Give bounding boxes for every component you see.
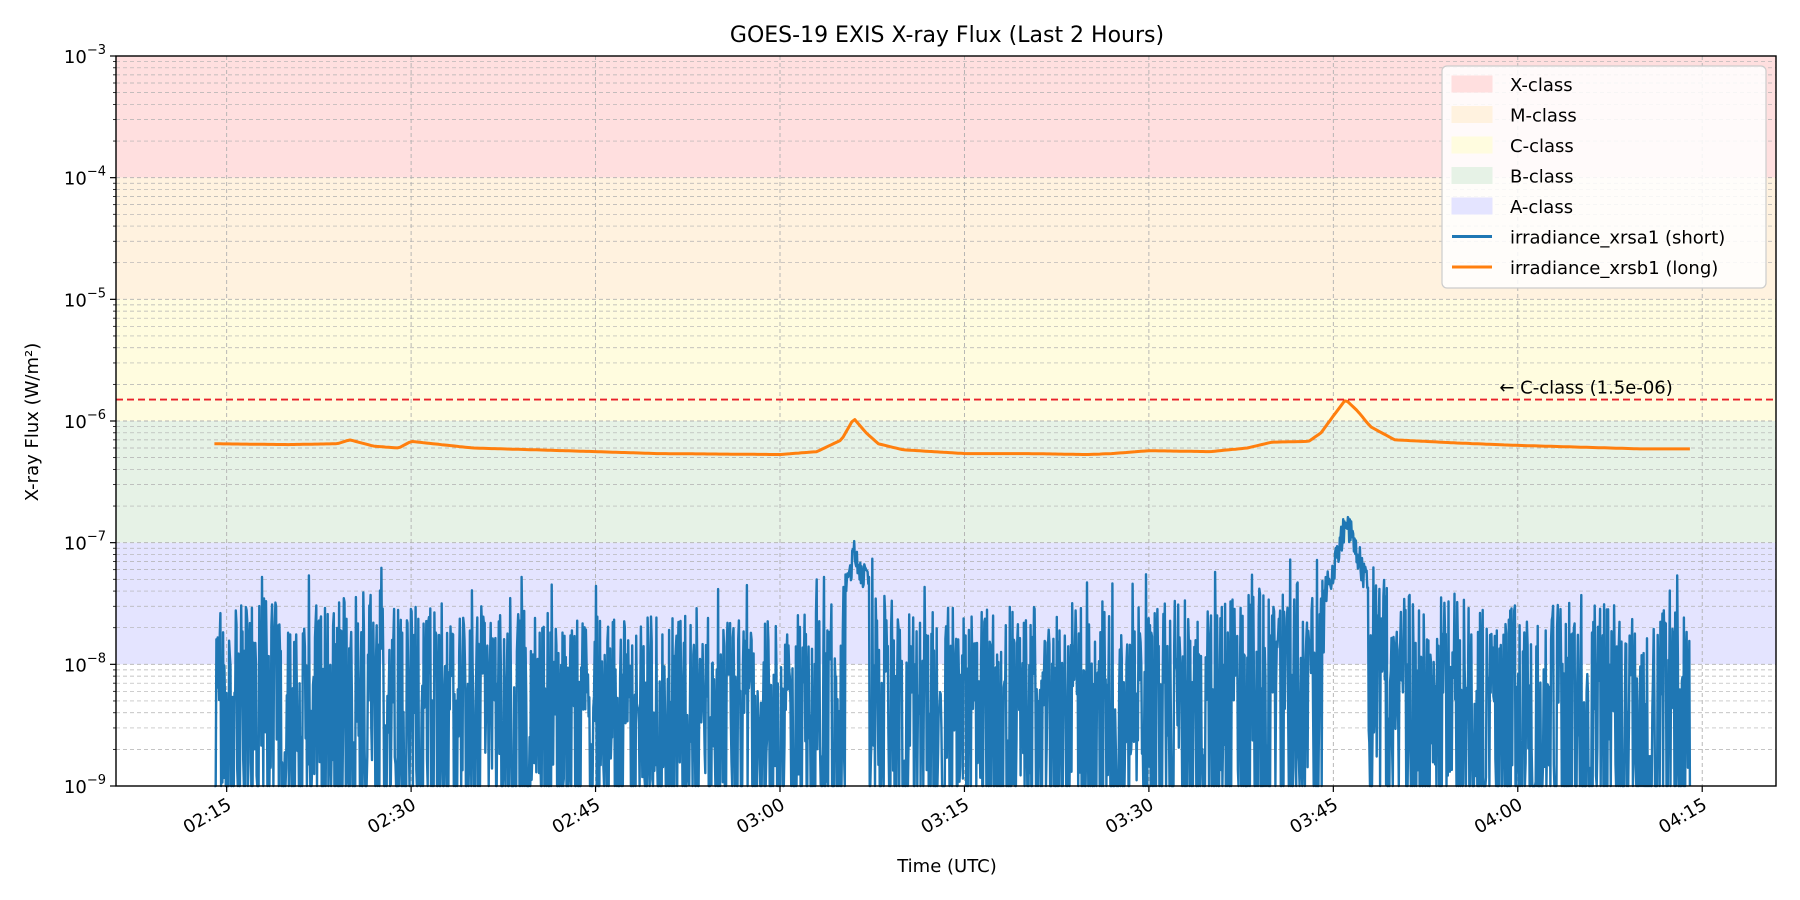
legend-label: C-class <box>1510 136 1574 157</box>
y-tick-label: 10−3 <box>64 43 106 68</box>
legend-label: M-class <box>1510 106 1577 127</box>
y-tick-label: 10−7 <box>64 530 106 555</box>
x-tick-label: 04:15 <box>1655 794 1710 838</box>
y-tick-label: 10−9 <box>64 773 106 798</box>
y-tick-label: 10−5 <box>64 286 106 311</box>
x-axis: 02:15 02:30 02:45 03:00 03:15 03:30 03:45 04:00… <box>180 786 1711 838</box>
x-tick-label: 02:30 <box>364 794 419 838</box>
legend-swatch <box>1451 75 1493 93</box>
band-c-class <box>116 299 1776 421</box>
chart-title: GOES-19 EXIS X-ray Flux (Last 2 Hours) <box>730 23 1164 48</box>
y-tick-label: 10−8 <box>64 651 106 676</box>
legend-label: irradiance_xrsa1 (short) <box>1510 228 1725 249</box>
legend-label: irradiance_xrsb1 (long) <box>1510 258 1718 279</box>
legend-label: B-class <box>1510 167 1574 188</box>
x-tick-label: 03:00 <box>733 794 788 838</box>
x-tick-label: 03:15 <box>918 794 973 838</box>
y-axis: 10−9 10−8 10−7 10−6 10−5 10−4 10−3 <box>64 43 116 798</box>
series-long-line <box>214 399 1690 456</box>
x-tick-label: 04:00 <box>1471 794 1526 838</box>
x-tick-label: 03:45 <box>1286 794 1341 838</box>
legend-swatch <box>1451 106 1493 123</box>
y-tick-label: 10−6 <box>64 408 106 433</box>
x-axis-label: Time (UTC) <box>896 856 997 877</box>
c-class-threshold: ← C-class (1.5e-06) <box>116 378 1776 401</box>
y-axis-label: X-ray Flux (W/m²) <box>22 343 43 502</box>
x-tick-label: 02:15 <box>180 794 235 838</box>
legend-swatch <box>1451 136 1493 154</box>
band-b-class <box>116 421 1776 543</box>
legend-label: A-class <box>1510 197 1573 218</box>
legend-swatch <box>1451 197 1493 215</box>
x-tick-label: 02:45 <box>549 794 604 838</box>
legend-box <box>1441 65 1767 289</box>
legend: X-class M-class C-class B-class A-class irrad… <box>1441 65 1767 289</box>
x-tick-label: 03:30 <box>1102 794 1157 838</box>
legend-label: X-class <box>1510 75 1573 96</box>
threshold-label: ← C-class (1.5e-06) <box>1499 378 1672 399</box>
legend-swatch <box>1451 167 1493 184</box>
y-tick-label: 10−4 <box>64 165 106 190</box>
